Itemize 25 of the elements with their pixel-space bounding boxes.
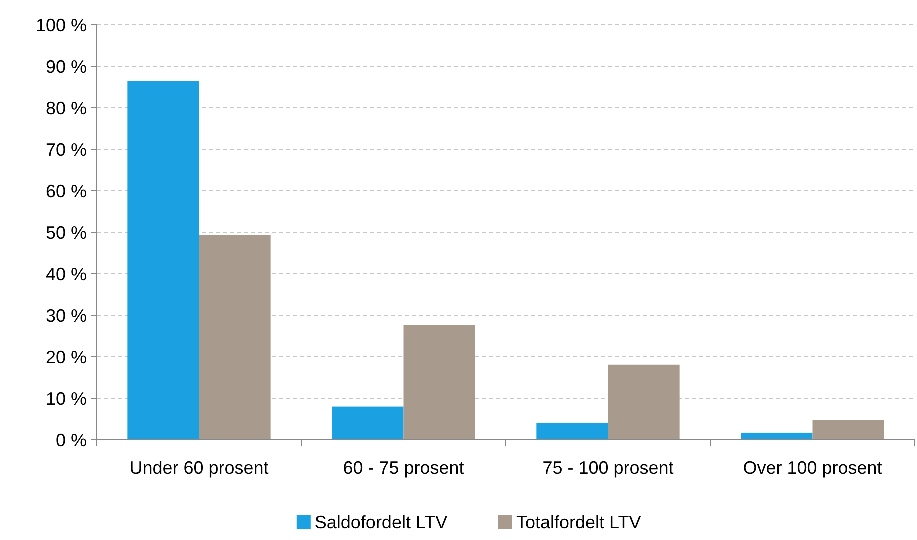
y-tick-label: 100 % [36, 15, 87, 36]
bar [332, 406, 404, 440]
bar [199, 234, 271, 440]
legend-label: Totalfordelt LTV [516, 512, 642, 532]
bar [536, 422, 608, 440]
bar [608, 364, 680, 440]
y-tick-label: 30 % [46, 306, 87, 326]
y-tick-label: 0 % [56, 430, 87, 450]
x-tick-label: Under 60 prosent [130, 458, 269, 478]
y-tick-label: 60 % [46, 181, 87, 202]
bar [404, 325, 476, 440]
y-tick-label: 80 % [46, 98, 87, 118]
y-tick-label: 20 % [46, 347, 87, 368]
bar [128, 81, 200, 440]
y-tick-label: 10 % [46, 388, 87, 409]
bar [812, 420, 884, 440]
x-tick-label: 75 - 100 prosent [542, 458, 674, 478]
y-tick-label: 50 % [46, 222, 87, 243]
legend-label: Saldofordelt LTV [314, 512, 448, 532]
y-tick-label: 70 % [46, 140, 87, 160]
y-tick-label: 40 % [46, 264, 87, 284]
x-tick-label: Over 100 prosent [743, 458, 882, 478]
y-tick-label: 90 % [46, 56, 87, 77]
bar [741, 432, 813, 440]
x-tick-label: 60 - 75 prosent [343, 458, 464, 478]
